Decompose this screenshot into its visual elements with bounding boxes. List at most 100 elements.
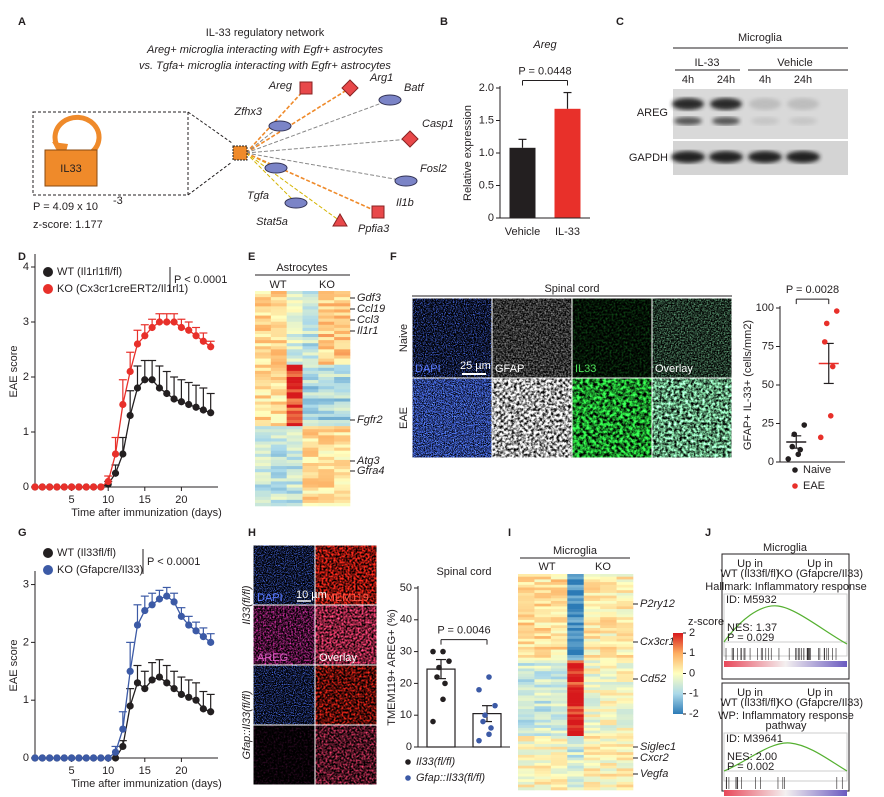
heatmap-cell <box>518 682 535 685</box>
heatmap-cell <box>583 703 601 707</box>
heatmap-cell <box>318 404 335 409</box>
heatmap-cell <box>616 673 634 677</box>
heatmap-cell <box>286 334 303 338</box>
micrograph-border <box>651 377 733 459</box>
heatmap-cell <box>550 749 568 753</box>
micrograph <box>315 605 377 665</box>
heatmap-cell <box>318 334 335 338</box>
heatmap-cell <box>600 663 617 667</box>
point <box>185 621 193 629</box>
heatmap-cell <box>318 466 335 470</box>
heatmap-cell <box>255 349 272 353</box>
gene-label: Tgfa <box>247 190 269 202</box>
heatmap-cell <box>567 771 585 775</box>
heatmap-cell <box>302 490 319 495</box>
heatmap-cell <box>550 576 568 580</box>
heatmap-cell <box>534 706 552 710</box>
heatmap-cell <box>286 426 303 430</box>
row-label: Naive <box>398 324 410 352</box>
heatmap-cell <box>616 698 634 702</box>
heatmap-cell <box>518 636 535 640</box>
heatmap-cell <box>616 614 634 618</box>
heatmap-cell <box>334 466 351 470</box>
heatmap-cell <box>302 395 319 399</box>
heatmap-cell <box>567 655 585 658</box>
heatmap-cell <box>518 582 535 586</box>
z-score: z-score: 1.177 <box>33 219 103 231</box>
point <box>207 708 215 716</box>
heatmap-cell <box>302 327 319 332</box>
heatmap-cell <box>318 469 335 473</box>
heatmap-cell <box>518 768 535 772</box>
point <box>827 413 834 419</box>
network-edge <box>245 99 391 154</box>
heatmap-cell <box>550 582 568 586</box>
heatmap-cell <box>534 717 552 721</box>
channel-label: GFAP <box>495 363 524 375</box>
heatmap-cell <box>567 609 585 613</box>
heatmap-cell <box>534 582 552 586</box>
panel-letter: J <box>705 527 711 539</box>
heatmap-cell <box>550 611 568 615</box>
heatmap-cell <box>302 502 319 507</box>
heatmap-cell <box>616 776 634 780</box>
heatmap-cell <box>302 337 319 341</box>
heatmap-cell <box>286 466 303 470</box>
heatmap-cell <box>302 373 319 378</box>
heatmap-cell <box>286 358 303 362</box>
point <box>111 469 120 477</box>
heatmap-cell <box>318 429 335 433</box>
heatmap-cell <box>286 355 303 359</box>
heatmap-cell <box>567 611 585 615</box>
heatmap-cell <box>255 312 272 316</box>
heatmap-cell <box>286 291 303 295</box>
heatmap-cell <box>318 370 335 375</box>
heatmap-cell <box>255 484 272 488</box>
heatmap-cell <box>334 318 351 323</box>
heatmap-cell <box>270 429 287 433</box>
heatmap-cell <box>600 576 617 580</box>
heatmap-cell <box>534 773 552 777</box>
point <box>75 754 83 762</box>
heatmap-cell <box>616 781 634 785</box>
heatmap-cell <box>567 757 585 761</box>
gene-label: Fosl2 <box>420 163 447 175</box>
heatmap-cell <box>334 420 351 424</box>
heatmap-cell <box>567 590 585 594</box>
heatmap-cell <box>583 749 601 753</box>
heatmap-cell <box>550 628 568 631</box>
heatmap-cell <box>534 684 552 688</box>
heatmap-cell <box>616 714 634 718</box>
heatmap-cell <box>616 584 634 588</box>
heatmap-cell <box>583 598 601 602</box>
gene-label: Ccl3 <box>357 314 380 326</box>
heatmap-cell <box>334 487 351 491</box>
heatmap-cell <box>583 633 601 637</box>
heatmap-cell <box>567 649 585 653</box>
point <box>126 411 134 420</box>
heatmap-cell <box>270 453 287 458</box>
heatmap-cell <box>550 673 568 677</box>
lane-label: 24h <box>717 74 735 86</box>
gene-label: Casp1 <box>422 118 454 130</box>
heatmap-cell <box>518 730 535 734</box>
heatmap-cell <box>270 380 287 384</box>
heatmap-cell <box>255 463 272 467</box>
heatmap-cell <box>534 757 552 761</box>
blot-band <box>786 151 820 163</box>
heatmap-cell <box>583 584 601 588</box>
legend-marker <box>792 467 798 473</box>
gsea-p: P = 0.029 <box>727 632 774 644</box>
heatmap-cell <box>302 420 319 424</box>
heatmap-cell <box>534 744 552 748</box>
heatmap-cell <box>550 609 568 613</box>
point <box>207 409 215 417</box>
group-label: KO (Gfapcre/Il33) <box>777 697 863 709</box>
legend-marker <box>43 284 53 294</box>
heatmap-cell <box>616 768 634 772</box>
heatmap-cell <box>534 679 552 683</box>
heatmap-cell <box>302 438 319 442</box>
heatmap-cell <box>255 370 272 375</box>
channel-label: TMEM119 <box>319 592 369 604</box>
